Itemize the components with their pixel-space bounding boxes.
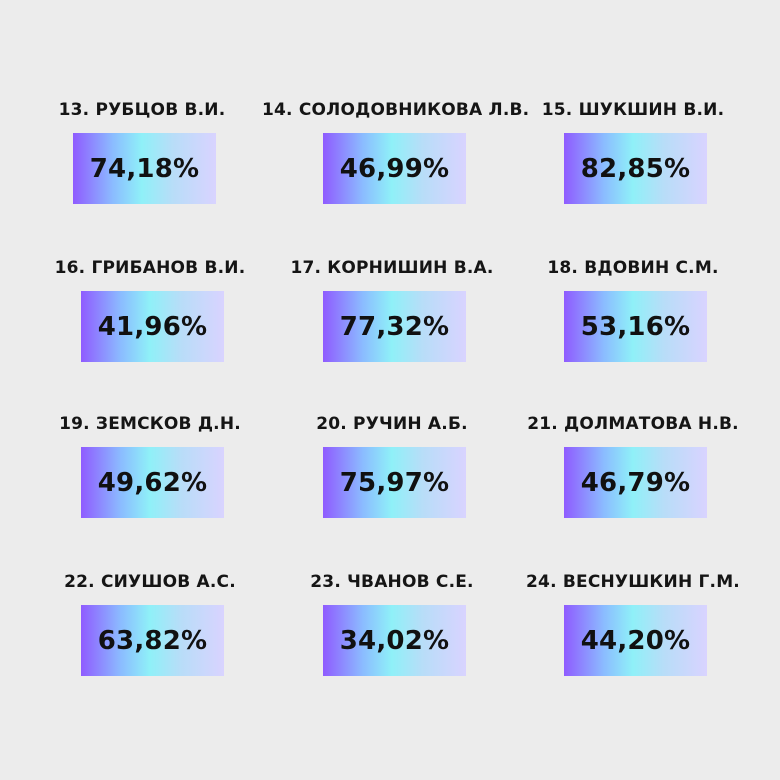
person-name: 14. СОЛОДОВНИКОВА Л.В. [262, 100, 530, 120]
person-name: 15. ШУКШИН В.И. [541, 100, 725, 120]
result-card: 15. ШУКШИН В.И. 82,85% [503, 100, 763, 220]
result-card: 19. ЗЕМСКОВ Д.Н. 49,62% [20, 414, 280, 534]
result-card: 14. СОЛОДОВНИКОВА Л.В. 46,99% [262, 100, 530, 220]
percentage-value: 75,97% [339, 467, 450, 498]
percentage-box: 53,16% [564, 291, 707, 362]
percentage-value: 63,82% [97, 625, 208, 656]
person-name: 16. ГРИБАНОВ В.И. [54, 258, 246, 278]
result-card: 17. КОРНИШИН В.А. 77,32% [262, 258, 522, 378]
percentage-value: 77,32% [339, 311, 450, 342]
percentage-box: 46,79% [564, 447, 707, 518]
percentage-box: 41,96% [81, 291, 224, 362]
result-card: 21. ДОЛМАТОВА Н.В. 46,79% [503, 414, 763, 534]
result-card: 23. ЧВАНОВ С.Е. 34,02% [262, 572, 522, 692]
percentage-value: 49,62% [97, 467, 208, 498]
percentage-box: 44,20% [564, 605, 707, 676]
percentage-value: 41,96% [97, 311, 208, 342]
percentage-box: 75,97% [323, 447, 466, 518]
result-card: 18. ВДОВИН С.М. 53,16% [503, 258, 763, 378]
percentage-value: 44,20% [580, 625, 691, 656]
result-card: 13. РУБЦОВ В.И. 74,18% [12, 100, 272, 220]
percentage-box: 49,62% [81, 447, 224, 518]
person-name: 13. РУБЦОВ В.И. [58, 100, 226, 120]
percentage-value: 34,02% [339, 625, 450, 656]
person-name: 20. РУЧИН А.Б. [316, 414, 468, 434]
percentage-box: 34,02% [323, 605, 466, 676]
percentage-box: 74,18% [73, 133, 216, 204]
percentage-box: 82,85% [564, 133, 707, 204]
person-name: 17. КОРНИШИН В.А. [290, 258, 494, 278]
result-card: 24. ВЕСНУШКИН Г.М. 44,20% [503, 572, 763, 692]
percentage-box: 46,99% [323, 133, 466, 204]
percentage-box: 63,82% [81, 605, 224, 676]
person-name: 23. ЧВАНОВ С.Е. [310, 572, 474, 592]
person-name: 18. ВДОВИН С.М. [547, 258, 719, 278]
person-name: 22. СИУШОВ А.С. [64, 572, 236, 592]
percentage-value: 74,18% [89, 153, 200, 184]
person-name: 19. ЗЕМСКОВ Д.Н. [59, 414, 241, 434]
percentage-value: 46,79% [580, 467, 691, 498]
percentage-value: 82,85% [580, 153, 691, 184]
percentage-box: 77,32% [323, 291, 466, 362]
percentage-value: 46,99% [339, 153, 450, 184]
percentage-value: 53,16% [580, 311, 691, 342]
result-card: 20. РУЧИН А.Б. 75,97% [262, 414, 522, 534]
person-name: 21. ДОЛМАТОВА Н.В. [527, 414, 739, 434]
person-name: 24. ВЕСНУШКИН Г.М. [526, 572, 740, 592]
result-card: 16. ГРИБАНОВ В.И. 41,96% [20, 258, 280, 378]
result-card: 22. СИУШОВ А.С. 63,82% [20, 572, 280, 692]
